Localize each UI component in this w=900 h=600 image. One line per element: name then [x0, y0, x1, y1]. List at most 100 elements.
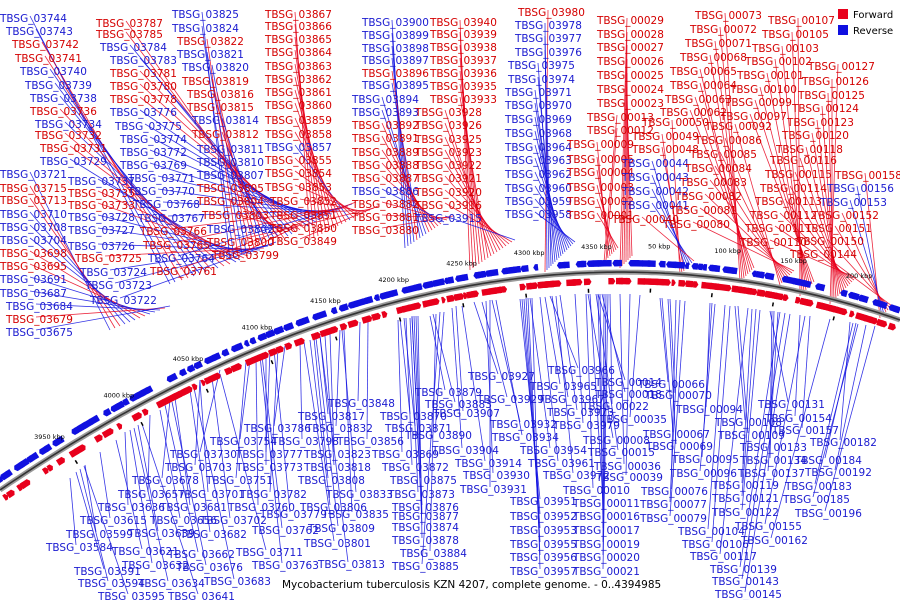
gene-label[interactable]: TBSG_03932: [489, 419, 557, 431]
gene-label[interactable]: TBSG_03825: [171, 9, 239, 21]
gene-label[interactable]: TBSG_03721: [0, 169, 67, 181]
gene-label[interactable]: TBSG_00137: [737, 468, 805, 480]
gene-label[interactable]: TBSG_03899: [361, 30, 429, 42]
gene-label[interactable]: TBSG_00018: [594, 389, 662, 401]
gene-label[interactable]: TBSG_03734: [34, 119, 102, 131]
gene-label[interactable]: TBSG_03656: [149, 515, 217, 527]
gene-label[interactable]: TBSG_03736: [29, 106, 97, 118]
gene-label[interactable]: TBSG_03858: [264, 129, 332, 141]
gene-label[interactable]: TBSG_03726: [67, 241, 135, 253]
gene-label[interactable]: TBSG_00073: [694, 10, 762, 22]
gene-label[interactable]: TBSG_00072: [689, 24, 757, 36]
gene-label[interactable]: TBSG_03857: [264, 142, 332, 154]
gene-label[interactable]: TBSG_03760: [227, 502, 295, 514]
gene-label[interactable]: TBSG_00063: [664, 94, 732, 106]
gene-label[interactable]: TBSG_00026: [596, 56, 664, 68]
gene-label[interactable]: TBSG_03880: [351, 225, 419, 237]
gene-label[interactable]: TBSG_00184: [794, 455, 862, 467]
gene-label[interactable]: TBSG_03865: [264, 34, 332, 46]
gene-label[interactable]: TBSG_00001: [566, 210, 634, 222]
gene-label[interactable]: TBSG_03695: [0, 261, 67, 273]
gene-label[interactable]: TBSG_03701: [177, 489, 245, 501]
gene-label[interactable]: TBSG_03621: [111, 546, 179, 558]
gene-label[interactable]: TBSG_03957: [509, 566, 577, 578]
gene-label[interactable]: TBSG_00109: [717, 430, 785, 442]
gene-label[interactable]: TBSG_00008: [582, 435, 650, 447]
gene-label[interactable]: TBSG_03850: [269, 223, 337, 235]
gene-label[interactable]: TBSG_03914: [454, 458, 522, 470]
gene-label[interactable]: TBSG_00118: [775, 144, 843, 156]
gene-label[interactable]: TBSG_03973: [546, 407, 614, 419]
gene-label[interactable]: TBSG_03869: [371, 449, 439, 461]
gene-label[interactable]: TBSG_00114: [759, 183, 827, 195]
gene-label[interactable]: TBSG_03898: [361, 43, 429, 55]
gene-label[interactable]: TBSG_03681: [159, 502, 227, 514]
gene-label[interactable]: TBSG_00004: [566, 167, 634, 179]
gene-label[interactable]: TBSG_03968: [504, 128, 572, 140]
gene-label[interactable]: TBSG_00015: [587, 447, 655, 459]
gene-label[interactable]: TBSG_00042: [621, 186, 689, 198]
gene-label[interactable]: TBSG_00154: [764, 413, 832, 425]
gene-label[interactable]: TBSG_00064: [669, 80, 737, 92]
gene-label[interactable]: TBSG_03805: [196, 183, 264, 195]
gene-label[interactable]: TBSG_00121: [711, 493, 779, 505]
gene-label[interactable]: TBSG_00144: [789, 249, 857, 261]
gene-label[interactable]: TBSG_00081: [669, 205, 737, 217]
gene-label[interactable]: TBSG_00107: [767, 15, 835, 27]
gene-label[interactable]: TBSG_03938: [429, 42, 497, 54]
gene-label[interactable]: TBSG_03713: [0, 195, 67, 207]
gene-label[interactable]: TBSG_03863: [264, 61, 332, 73]
gene-label[interactable]: TBSG_00158: [834, 170, 900, 182]
gene-label[interactable]: TBSG_03682: [179, 529, 247, 541]
gene-label[interactable]: TBSG_00139: [709, 564, 777, 576]
gene-label[interactable]: TBSG_03722: [89, 295, 157, 307]
gene-label[interactable]: TBSG_00131: [757, 399, 825, 411]
gene-label[interactable]: TBSG_00021: [572, 566, 640, 578]
gene-label[interactable]: TBSG_00083: [679, 177, 747, 189]
gene-label[interactable]: TBSG_03876: [391, 502, 459, 514]
gene-label[interactable]: TBSG_03812: [191, 129, 259, 141]
gene-label[interactable]: TBSG_03708: [0, 222, 67, 234]
gene-label[interactable]: TBSG_03739: [24, 80, 92, 92]
gene-label[interactable]: TBSG_03870: [379, 411, 447, 423]
gene-label[interactable]: TBSG_03732: [34, 130, 102, 142]
gene-label[interactable]: TBSG_03935: [429, 81, 497, 93]
gene-label[interactable]: TBSG_03851: [269, 210, 337, 222]
gene-label[interactable]: TBSG_03782: [239, 489, 307, 501]
gene-label[interactable]: TBSG_00162: [740, 535, 808, 547]
gene-label[interactable]: TBSG_00095: [671, 454, 739, 466]
gene-label[interactable]: TBSG_03979: [552, 420, 620, 432]
gene-label[interactable]: TBSG_03822: [176, 36, 244, 48]
gene-label[interactable]: TBSG_03764: [147, 253, 215, 265]
gene-label[interactable]: TBSG_00126: [801, 76, 869, 88]
gene-label[interactable]: TBSG_03967: [537, 394, 605, 406]
gene-label[interactable]: TBSG_03731: [39, 143, 107, 155]
gene-label[interactable]: TBSG_03866: [264, 21, 332, 33]
gene-label[interactable]: TBSG_00041: [621, 200, 689, 212]
gene-label[interactable]: TBSG_00099: [724, 97, 792, 109]
gene-label[interactable]: TBSG_03970: [504, 100, 572, 112]
gene-label[interactable]: TBSG_03599: [65, 529, 133, 541]
gene-label[interactable]: TBSG_00185: [782, 494, 850, 506]
gene-label[interactable]: TBSG_03684: [5, 301, 73, 313]
gene-label[interactable]: TBSG_03817: [297, 411, 365, 423]
gene-label[interactable]: TBSG_00096: [669, 468, 737, 480]
gene-label[interactable]: TBSG_00003: [566, 182, 634, 194]
gene-label[interactable]: TBSG_00196: [794, 508, 862, 520]
gene-label[interactable]: TBSG_03964: [504, 142, 572, 154]
gene-label[interactable]: TBSG_03887: [351, 173, 419, 185]
gene-label[interactable]: TBSG_03956: [509, 552, 577, 564]
gene-label[interactable]: TBSG_03977: [514, 33, 582, 45]
gene-label[interactable]: TBSG_00012: [586, 125, 654, 137]
gene-label[interactable]: TBSG_03900: [361, 17, 429, 29]
gene-label[interactable]: TBSG_03927: [467, 371, 535, 383]
gene-label[interactable]: TBSG_03882: [351, 199, 419, 211]
gene-label[interactable]: TBSG_00111: [744, 223, 812, 235]
gene-label[interactable]: TBSG_03754: [209, 436, 277, 448]
gene-label[interactable]: TBSG_00117: [689, 551, 757, 563]
gene-label[interactable]: TBSG_03765: [142, 240, 210, 252]
gene-label[interactable]: TBSG_03730: [169, 449, 237, 461]
gene-label[interactable]: TBSG_03783: [109, 55, 177, 67]
gene-label[interactable]: TBSG_03768: [132, 199, 200, 211]
gene-label[interactable]: TBSG_03711: [235, 547, 303, 559]
